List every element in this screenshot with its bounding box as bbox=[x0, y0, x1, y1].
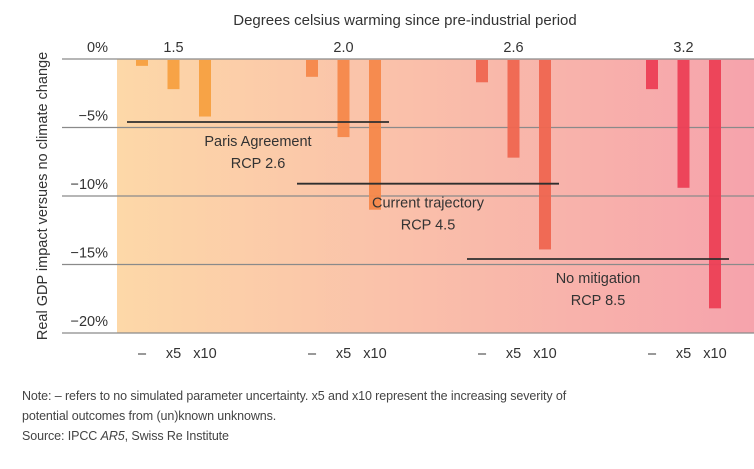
bar bbox=[306, 60, 318, 77]
bar bbox=[136, 60, 148, 66]
scenario-label: No mitigation bbox=[556, 271, 641, 287]
scenario-label: RCP 4.5 bbox=[401, 218, 456, 234]
category-labels: 1.5 2.0 2.6 3.2 bbox=[163, 40, 693, 56]
footnote-note-line2: potential outcomes from (un)known unknow… bbox=[22, 409, 277, 423]
bar bbox=[709, 60, 721, 309]
bar bbox=[369, 60, 381, 210]
category-label: 2.6 bbox=[503, 40, 523, 56]
y-tick-label: 0% bbox=[87, 40, 108, 56]
chart: 0% −5% −10% −15% −20% Paris Agreement RCP 2.6… bbox=[35, 12, 754, 362]
y-tick-labels: 0% −5% −10% −15% −20% bbox=[71, 40, 109, 330]
bar bbox=[539, 60, 551, 250]
y-tick-label: −10% bbox=[71, 177, 109, 193]
footnote-note: Note: – refers to no simulated parameter… bbox=[22, 389, 567, 403]
y-tick-label: −20% bbox=[71, 314, 109, 330]
bar bbox=[646, 60, 658, 90]
scenario-label: RCP 2.6 bbox=[231, 156, 286, 172]
sub-category-label: x10 bbox=[533, 346, 556, 362]
sub-category-label: – bbox=[138, 346, 147, 362]
sub-category-label: x5 bbox=[676, 346, 691, 362]
sub-category-label: – bbox=[308, 346, 317, 362]
bar bbox=[677, 60, 690, 188]
sub-category-label: – bbox=[478, 346, 487, 362]
bar bbox=[337, 60, 350, 138]
scenario-label: Paris Agreement bbox=[204, 134, 311, 150]
y-tick-label: −5% bbox=[79, 109, 109, 125]
bar bbox=[476, 60, 488, 83]
sub-category-labels: – x5 x10 – x5 x10 – x5 x10 – x5 x10 bbox=[138, 346, 727, 362]
chart-title: Degrees celsius warming since pre-indust… bbox=[233, 12, 576, 29]
category-label: 1.5 bbox=[163, 40, 183, 56]
bar bbox=[199, 60, 211, 117]
sub-category-label: x10 bbox=[703, 346, 726, 362]
sub-category-label: x5 bbox=[506, 346, 521, 362]
source-prefix: Source: IPCC bbox=[22, 429, 101, 443]
source-suffix: , Swiss Re Institute bbox=[124, 429, 229, 443]
footnote-source: Source: IPCC AR5, Swiss Re Institute bbox=[22, 426, 229, 446]
sub-category-label: x10 bbox=[363, 346, 386, 362]
annotations: Paris Agreement RCP 2.6 Current trajectory… bbox=[127, 121, 729, 309]
source-italic: AR5 bbox=[100, 429, 125, 443]
sub-category-label: x10 bbox=[193, 346, 216, 362]
category-label: 2.0 bbox=[333, 40, 353, 56]
sub-category-label: x5 bbox=[166, 346, 181, 362]
bars bbox=[136, 60, 721, 309]
sub-category-label: x5 bbox=[336, 346, 351, 362]
scenario-label: RCP 8.5 bbox=[571, 293, 626, 309]
category-label: 3.2 bbox=[673, 40, 693, 56]
bar bbox=[507, 60, 520, 158]
y-tick-label: −15% bbox=[71, 246, 109, 262]
bar bbox=[167, 60, 180, 90]
sub-category-label: – bbox=[648, 346, 657, 362]
gridlines bbox=[62, 58, 754, 334]
y-axis-label: Real GDP impact versues no climate chang… bbox=[35, 52, 51, 340]
scenario-label: Current trajectory bbox=[372, 196, 485, 212]
